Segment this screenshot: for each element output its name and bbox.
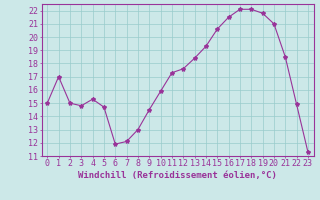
X-axis label: Windchill (Refroidissement éolien,°C): Windchill (Refroidissement éolien,°C) (78, 171, 277, 180)
